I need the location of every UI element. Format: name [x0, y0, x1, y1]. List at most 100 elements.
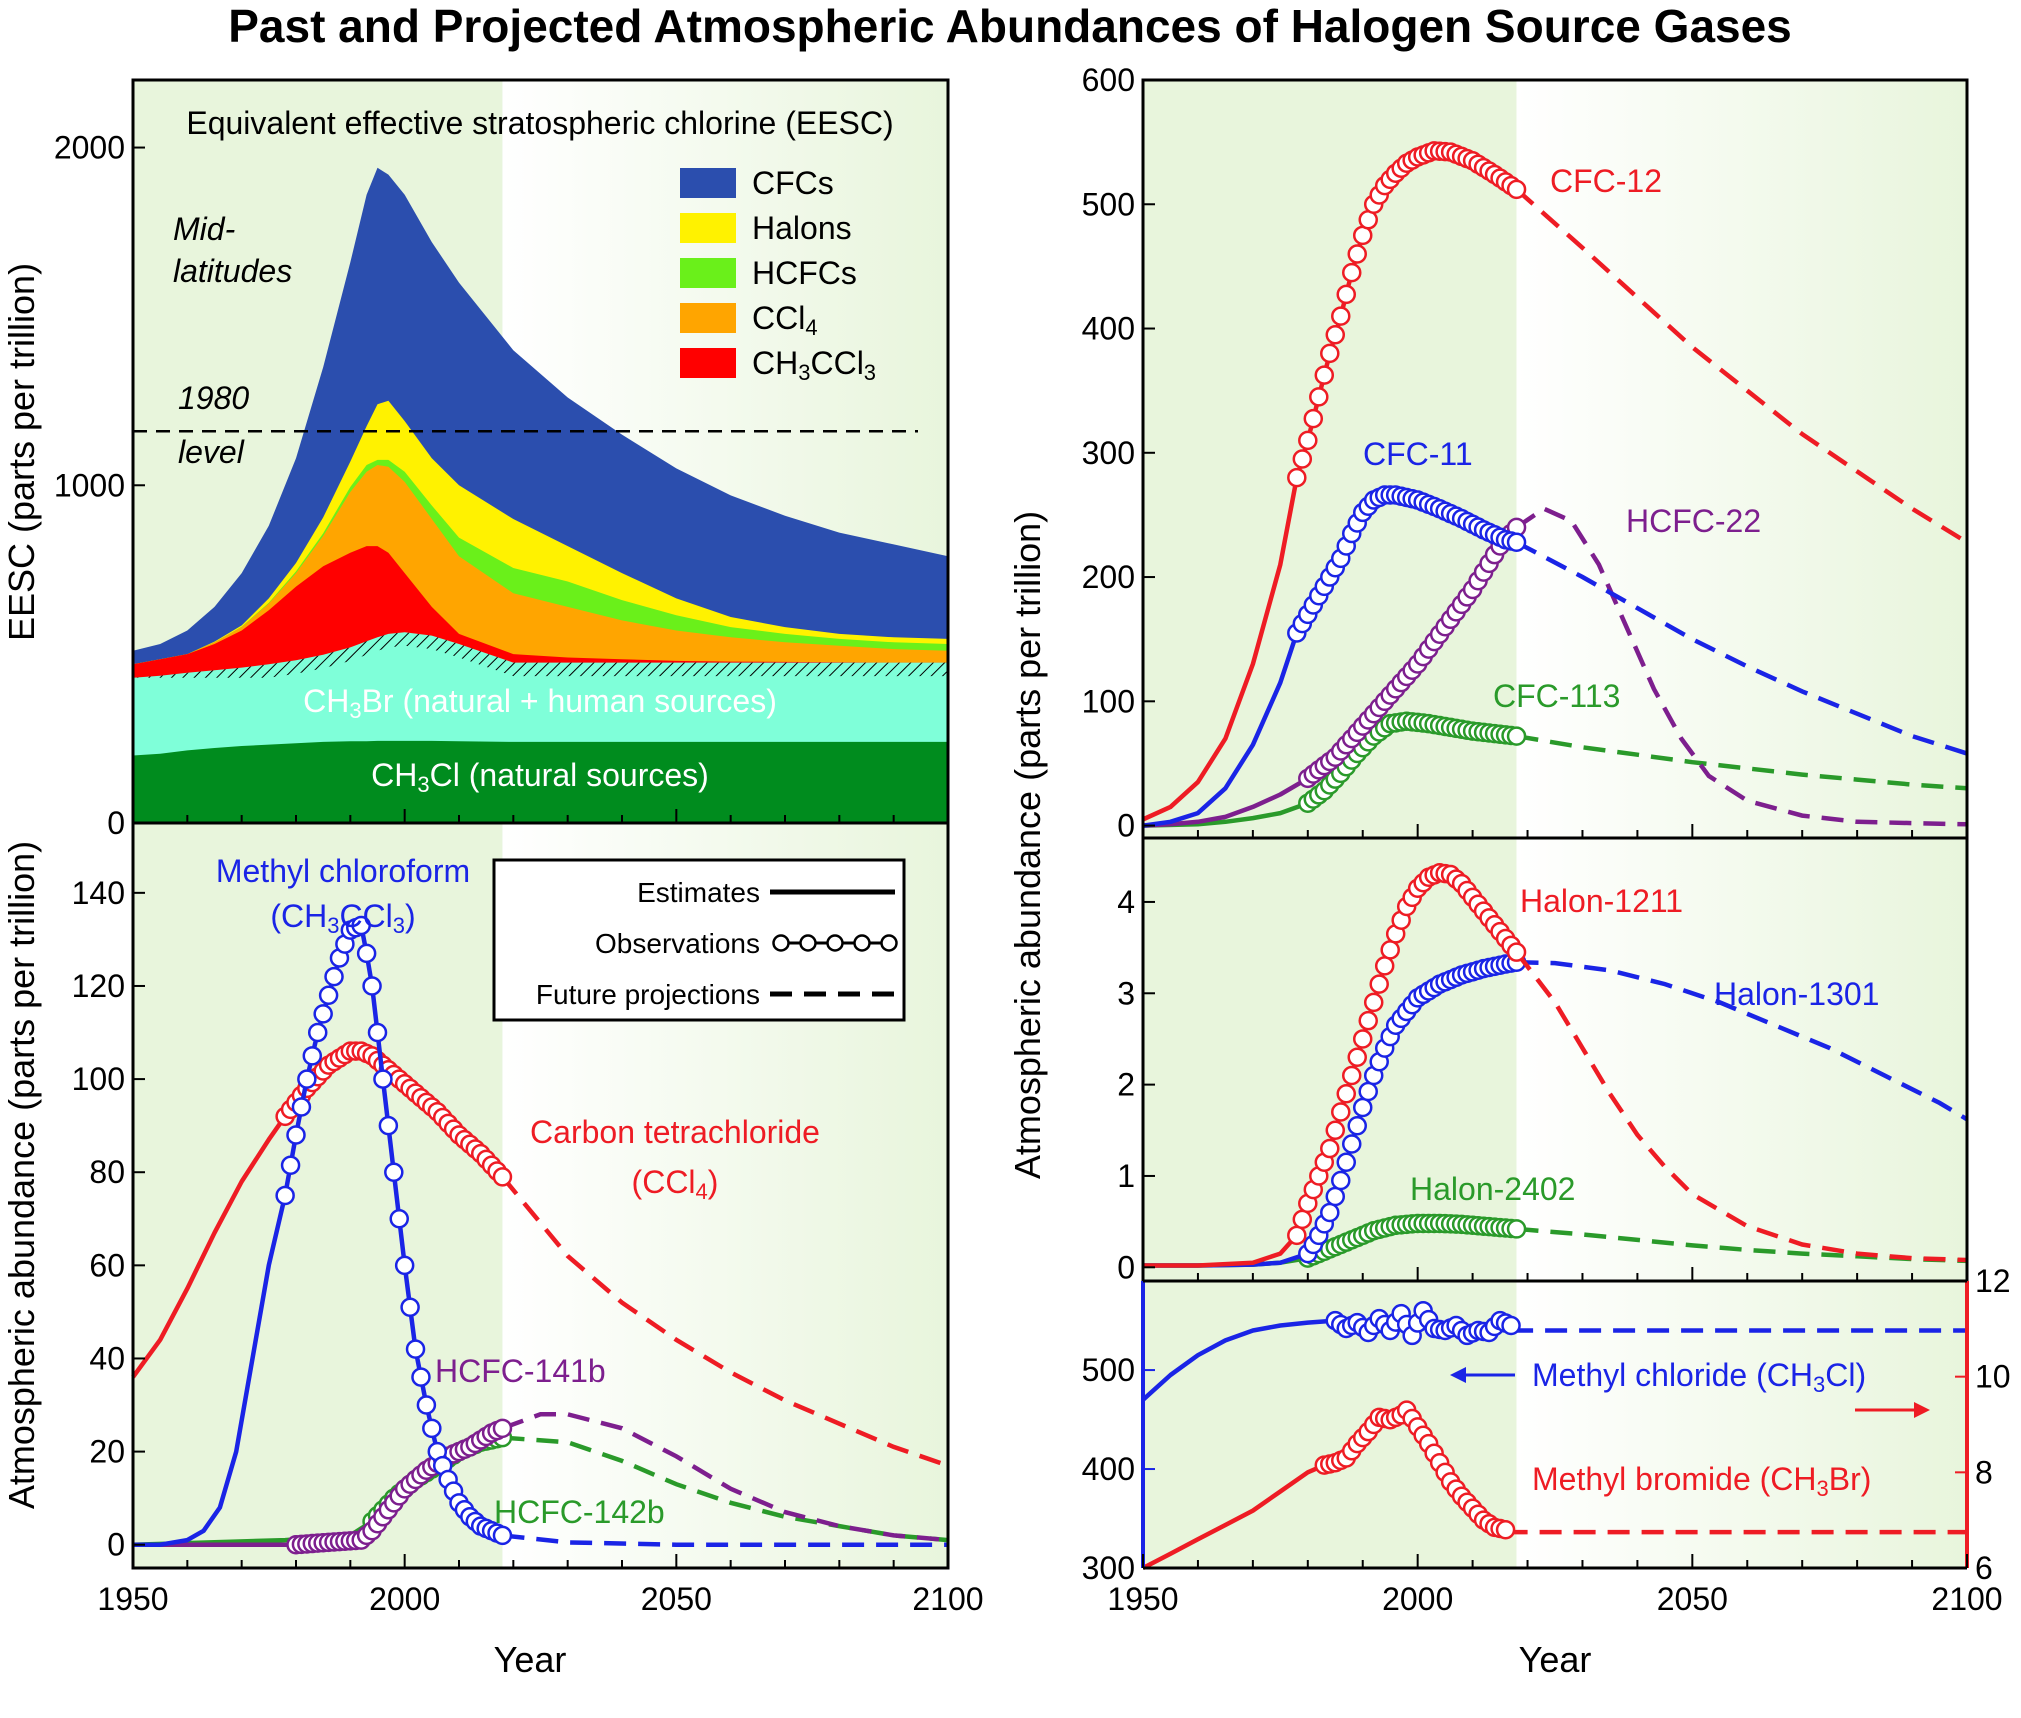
halon1301-projection-line [1516, 959, 1969, 1122]
halon1301-observation-point [1325, 1186, 1346, 1207]
y-tick-label: 100 [1082, 683, 1135, 719]
methyl-chloride-label: Methyl chloride (CH3Cl) [1532, 1357, 1866, 1397]
legend-marker [880, 934, 898, 952]
legend-marker [826, 934, 844, 952]
mcf-observation-point [351, 915, 371, 936]
past-period-background [1143, 80, 1517, 838]
ctc-label-line2: (CCl4) [632, 1164, 719, 1204]
x-tick-label: 2100 [912, 1581, 983, 1617]
mcf-observation-point [422, 1418, 442, 1439]
mcf-observation-point [492, 1525, 513, 1546]
mcf-observation-point [400, 1297, 420, 1317]
y-tick-label: 120 [72, 968, 125, 1004]
mcf-observation-point [389, 1209, 409, 1229]
hcfc22-projection-line [1515, 506, 1968, 827]
mcf-observation-point [286, 1125, 306, 1145]
legend-label: CCl4 [752, 300, 818, 340]
ctc-projection-line [500, 1175, 949, 1468]
future-period-background [1516, 80, 1967, 838]
cfc12-observation-point [1320, 343, 1340, 364]
legend-label: Observations [595, 928, 760, 959]
y-tick-label: 3 [1117, 975, 1135, 1011]
y-tick-label: 400 [1082, 1451, 1135, 1487]
legend-swatch [680, 213, 736, 243]
hcfc141b-label: HCFC-141b [435, 1353, 606, 1389]
legend-label: Estimates [637, 877, 760, 908]
y-tick-label: 8 [1975, 1454, 1993, 1490]
mcf-observation-point [411, 1367, 431, 1387]
cfc12-observation-point [1325, 324, 1346, 345]
cfc12-observation-point [1309, 387, 1329, 407]
ctc-estimate-line [131, 1115, 287, 1379]
hcfc142b-label: HCFC-142b [494, 1494, 665, 1530]
legend-label: CFCs [752, 165, 834, 201]
methyl-bromide-estimate-line [1141, 1463, 1326, 1570]
mcf-estimate-line [133, 1194, 288, 1547]
y-tick-label: 1 [1117, 1158, 1135, 1194]
x-axis-label: Year [494, 1639, 567, 1680]
cfc113-label: CFC-113 [1493, 678, 1620, 714]
future-period-background [1516, 838, 1967, 1281]
halon1301-observation-point [1347, 1115, 1367, 1136]
y-tick-label: 100 [72, 1061, 125, 1097]
y-tick-label: 400 [1082, 311, 1135, 347]
cfc12-observation-point [1287, 467, 1307, 488]
y-tick-label: 0 [107, 805, 125, 841]
legend-marker [799, 934, 817, 952]
hcfc141b-projection-line [501, 1412, 949, 1543]
mcf-observation-point [384, 1162, 404, 1182]
methyl-chloride-estimate-line [1141, 1318, 1336, 1402]
eesc-panel: 1980 level Mid-latitudes Equivalent effecti… [1, 78, 950, 841]
eesc-y-axis-label: EESC (parts per trillion) [1, 263, 42, 641]
legend-swatch [680, 348, 736, 378]
future-period-background [1516, 1281, 1967, 1568]
cfc12-observation-point [1347, 244, 1367, 264]
mcf-observation-point [318, 985, 339, 1006]
cfc-panel: CFC-12 CFC-11 HCFC-22 CFC-113 0 100 200 300 400 5… [1007, 62, 1969, 1179]
x-axis-label: Year [1519, 1639, 1592, 1680]
reference-label: 1980 [178, 380, 249, 416]
x-tick-label: 2100 [1931, 1581, 2002, 1617]
methyl-chloride-observation-point [1501, 1315, 1521, 1336]
hcfc22-label: HCFC-22 [1626, 503, 1761, 539]
methyl-panel: Methyl chloride (CH3Cl) Methyl bromide (C… [1082, 1263, 2011, 1680]
legend-label: CH3CCl3 [752, 345, 876, 385]
hcfc141b-observation-point [492, 1418, 513, 1439]
halon1211-label: Halon-1211 [1520, 883, 1683, 919]
y-tick-label: 4 [1117, 884, 1135, 920]
right-y-axis-label: Atmospheric abundance (parts per trillio… [1007, 511, 1048, 1179]
legend-marker [853, 934, 871, 952]
halon1211-observation-point [1369, 974, 1389, 994]
y-tick-label: 0 [1117, 1249, 1135, 1285]
mcf-observation-point [356, 943, 377, 964]
line-style-legend: Estimates Observations Future projections [492, 858, 906, 1022]
halon1211-observation-point [1341, 1065, 1362, 1086]
halon1211-observation-point [1292, 1209, 1313, 1230]
mcf-observation-point [297, 1069, 317, 1089]
cfc12-projection-line [1515, 187, 1969, 545]
halon1211-observation-point [1380, 940, 1400, 960]
halon1301-observation-point [1320, 1202, 1340, 1223]
x-tick-label: 1950 [97, 1581, 168, 1617]
halon1211-observation-point [1287, 1225, 1307, 1246]
y-tick-label: 300 [1082, 435, 1135, 471]
y-tick-label: 1000 [54, 467, 125, 503]
lower-left-panel: Methyl chloroform (CH3CCl3) Carbon tetrach… [1, 821, 984, 1680]
ch3cl-band-label: CH3Cl (natural sources) [371, 757, 709, 797]
cfc12-observation-point [1506, 179, 1527, 200]
y-tick-label: 20 [89, 1434, 125, 1470]
reference-label: level [178, 434, 245, 470]
halon2402-label: Halon-2402 [1410, 1171, 1575, 1207]
x-tick-label: 1950 [1107, 1581, 1178, 1617]
y-tick-label: 2000 [54, 130, 125, 166]
halon1301-observation-point [1341, 1134, 1362, 1154]
halon1211-estimate-line [1143, 1233, 1299, 1268]
cfc11-label: CFC-11 [1363, 436, 1473, 472]
x-tick-label: 2050 [641, 1581, 712, 1617]
mcf-observation-point [275, 1185, 295, 1206]
mcf-projection-line [502, 1533, 948, 1547]
cfc113-projection-line [1516, 733, 1968, 791]
legend-swatch [680, 168, 736, 198]
halon1301-observation-point [1358, 1081, 1378, 1102]
